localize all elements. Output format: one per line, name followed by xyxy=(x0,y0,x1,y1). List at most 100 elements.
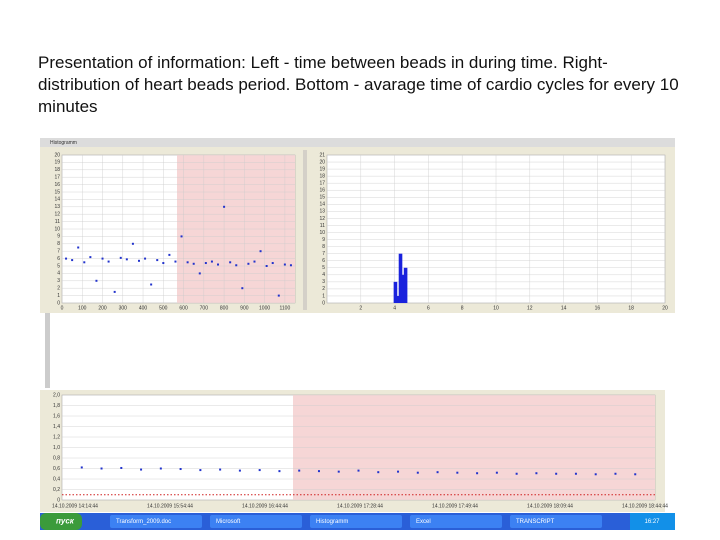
point xyxy=(594,473,597,476)
x-tick-label: 300 xyxy=(119,305,128,311)
x-tick-label: 14.10.2009 17:28:44 xyxy=(337,503,383,509)
point xyxy=(71,259,74,262)
x-tick-label: 500 xyxy=(159,305,168,311)
point xyxy=(180,235,183,238)
y-tick-label: 17 xyxy=(54,175,60,181)
slide-title: Presentation of information: Left - time… xyxy=(38,53,679,116)
y-tick-label: 2,0 xyxy=(53,392,60,398)
start-button[interactable] xyxy=(40,513,82,530)
point xyxy=(179,468,182,471)
x-tick-label: 18 xyxy=(628,305,634,311)
y-tick-label: 4 xyxy=(322,272,325,278)
point xyxy=(515,472,518,475)
y-tick-label: 19 xyxy=(319,166,325,172)
x-tick-label: 14 xyxy=(561,305,567,311)
taskbar-item[interactable] xyxy=(510,515,602,528)
y-tick-label: 3 xyxy=(57,278,60,284)
y-tick-label: 11 xyxy=(320,223,325,229)
taskbar-item[interactable] xyxy=(210,515,302,528)
point xyxy=(238,469,241,472)
point xyxy=(253,260,256,263)
point xyxy=(265,265,268,267)
x-tick-label: 20 xyxy=(662,305,668,311)
divider xyxy=(303,150,307,310)
point xyxy=(277,294,280,297)
x-tick-label: 1000 xyxy=(259,305,270,311)
window-title: Histogramm xyxy=(50,140,77,146)
point xyxy=(416,471,419,474)
y-tick-label: 16 xyxy=(54,182,60,188)
y-tick-label: 18 xyxy=(54,167,60,173)
point xyxy=(77,246,80,249)
taskbar-item[interactable] xyxy=(410,515,502,528)
y-tick-label: 15 xyxy=(319,195,325,201)
point xyxy=(140,468,143,471)
point xyxy=(614,472,617,475)
point xyxy=(199,469,202,472)
y-tick-label: 0 xyxy=(57,497,60,503)
point xyxy=(89,256,92,259)
point xyxy=(289,264,292,267)
point xyxy=(144,257,147,260)
y-tick-label: 13 xyxy=(54,204,60,210)
x-tick-label: 600 xyxy=(179,305,188,311)
x-tick-label: 6 xyxy=(427,305,430,311)
taskbar-item-label: Microsoft xyxy=(216,519,241,525)
point xyxy=(377,471,380,474)
point xyxy=(495,471,498,474)
point xyxy=(357,469,360,472)
point xyxy=(555,472,558,475)
y-tick-label: 1,6 xyxy=(53,413,60,419)
x-tick-label: 800 xyxy=(220,305,229,311)
x-tick-label: 0 xyxy=(61,305,64,311)
taskbar-item[interactable] xyxy=(110,515,202,528)
point xyxy=(456,471,459,474)
point xyxy=(156,259,159,262)
window-titlebar xyxy=(40,138,675,147)
point xyxy=(150,283,153,286)
point xyxy=(436,471,439,474)
bar xyxy=(401,274,405,303)
y-tick-label: 9 xyxy=(57,234,60,240)
y-tick-label: 18 xyxy=(319,173,325,179)
point xyxy=(119,256,122,259)
point xyxy=(229,261,232,264)
y-tick-label: 6 xyxy=(322,258,325,264)
point xyxy=(210,260,213,263)
point xyxy=(125,258,128,261)
y-tick-label: 10 xyxy=(319,230,325,236)
y-tick-label: 0 xyxy=(57,300,60,306)
y-tick-label: 0 xyxy=(322,300,325,306)
y-tick-label: 21 xyxy=(319,152,325,158)
strip xyxy=(45,313,50,388)
point xyxy=(217,263,220,266)
x-tick-label: 12 xyxy=(527,305,533,311)
y-tick-label: 15 xyxy=(54,189,60,195)
bar xyxy=(393,281,398,303)
point xyxy=(174,260,177,263)
y-tick-label: 0,4 xyxy=(53,476,60,482)
x-tick-label: 100 xyxy=(78,305,87,311)
point xyxy=(271,262,274,265)
y-tick-label: 7 xyxy=(322,251,325,257)
point xyxy=(107,260,110,263)
y-tick-label: 14 xyxy=(54,197,60,203)
point xyxy=(80,466,83,469)
bar xyxy=(403,267,408,303)
point xyxy=(223,205,226,208)
y-tick-label: 11 xyxy=(55,219,60,225)
point xyxy=(241,287,244,290)
y-tick-label: 1 xyxy=(57,293,60,299)
point xyxy=(247,262,250,265)
point xyxy=(258,469,261,472)
point xyxy=(204,262,207,265)
taskbar-item[interactable] xyxy=(310,515,402,528)
y-tick-label: 5 xyxy=(57,263,60,269)
point xyxy=(192,262,195,265)
y-tick-label: 10 xyxy=(54,226,60,232)
point xyxy=(95,279,98,282)
taskbar-item-label: TRANSCRIPT xyxy=(516,519,555,525)
point xyxy=(283,263,286,266)
y-tick-label: 20 xyxy=(54,152,60,158)
x-tick-label: 1100 xyxy=(279,305,290,311)
